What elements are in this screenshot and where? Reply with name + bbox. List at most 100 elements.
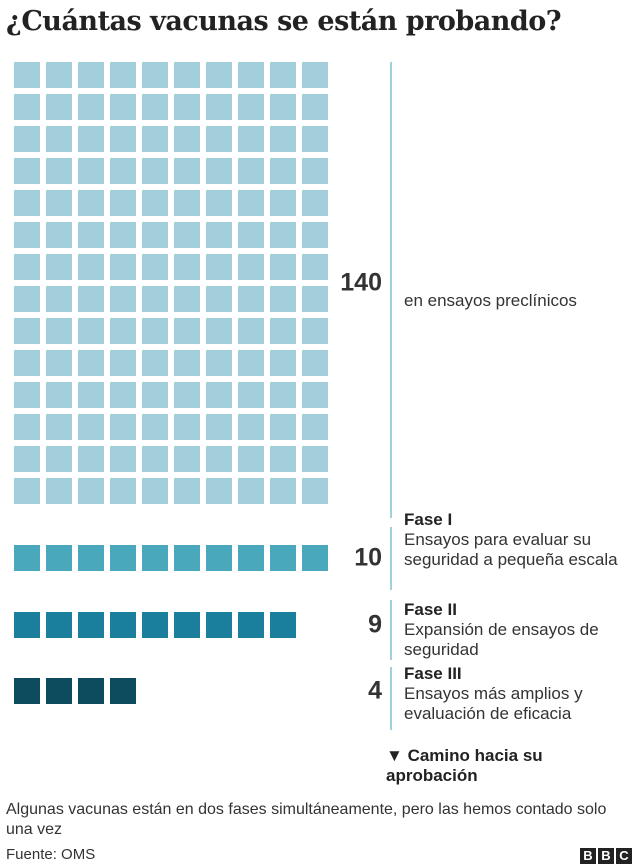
waffle-square [174, 446, 200, 472]
waffle-square [174, 126, 200, 152]
chart-title: ¿Cuántas vacunas se están probando? [6, 6, 562, 37]
waffle-square [110, 222, 136, 248]
waffle-square [238, 126, 264, 152]
waffle-square [302, 94, 328, 120]
waffle-square [142, 126, 168, 152]
waffle-square [78, 126, 104, 152]
waffle-square [302, 478, 328, 504]
waffle-square [270, 318, 296, 344]
waffle-square [46, 545, 72, 571]
waffle-square [174, 190, 200, 216]
waffle-square [14, 446, 40, 472]
waffle-square [270, 254, 296, 280]
waffle-square [78, 414, 104, 440]
waffle-square [206, 318, 232, 344]
waffle-square [14, 350, 40, 376]
group-value: 140 [340, 268, 382, 297]
waffle-square [110, 350, 136, 376]
waffle-square [302, 350, 328, 376]
note: Algunas vacunas están en dos fases simul… [6, 801, 607, 838]
group-label: Fase III Ensayos más amplios y evaluación… [404, 664, 629, 724]
group-bracket [390, 527, 392, 590]
waffle-square [78, 190, 104, 216]
group-label: Fase II Expansión de ensayos de seguridad [404, 600, 629, 660]
waffle-square [302, 545, 328, 571]
waffle-square [110, 126, 136, 152]
waffle-square [14, 478, 40, 504]
waffle-square [206, 545, 232, 571]
waffle-square [110, 158, 136, 184]
waffle-square [174, 612, 200, 638]
group-label: Fase I Ensayos para evaluar su seguridad … [404, 510, 629, 570]
waffle-square [110, 446, 136, 472]
waffle-square [270, 286, 296, 312]
waffle-square [142, 94, 168, 120]
waffle-square [78, 678, 104, 704]
waffle-square [238, 350, 264, 376]
waffle-square [46, 612, 72, 638]
waffle-square [174, 222, 200, 248]
waffle-square [78, 158, 104, 184]
waffle-square [270, 126, 296, 152]
waffle-square [270, 478, 296, 504]
waffle-square [302, 222, 328, 248]
waffle-square [110, 478, 136, 504]
waffle-square [302, 126, 328, 152]
waffle-square [110, 94, 136, 120]
source: Fuente: OMS [6, 846, 96, 863]
waffle-square [270, 94, 296, 120]
waffle-square [14, 318, 40, 344]
waffle-square [14, 414, 40, 440]
waffle-square [46, 350, 72, 376]
waffle-square [110, 678, 136, 704]
waffle-square [302, 190, 328, 216]
waffle-square [110, 318, 136, 344]
arrow-text: Camino hacia su aprobación [386, 746, 543, 785]
waffle-square [206, 158, 232, 184]
waffle-square [46, 254, 72, 280]
waffle-square [238, 158, 264, 184]
group-description: en ensayos preclínicos [404, 291, 577, 310]
waffle-square [110, 62, 136, 88]
waffle-square [206, 254, 232, 280]
waffle-square [78, 318, 104, 344]
waffle-square [270, 414, 296, 440]
waffle-square [174, 62, 200, 88]
waffle-square [206, 94, 232, 120]
group-description: Ensayos para evaluar su seguridad a pequ… [404, 530, 618, 569]
group-value: 9 [368, 610, 382, 639]
waffle-square [142, 446, 168, 472]
waffle-square [14, 94, 40, 120]
waffle-square [238, 254, 264, 280]
waffle-square [206, 222, 232, 248]
waffle-square [206, 478, 232, 504]
waffle-square [270, 62, 296, 88]
waffle-square [270, 612, 296, 638]
waffle-square [174, 478, 200, 504]
waffle-square [174, 350, 200, 376]
waffle-square [302, 158, 328, 184]
waffle-square [78, 94, 104, 120]
waffle-square [174, 545, 200, 571]
logo-letter: B [598, 848, 614, 864]
waffle-square [206, 414, 232, 440]
waffle-square [206, 350, 232, 376]
waffle-square [238, 190, 264, 216]
waffle-square [270, 382, 296, 408]
waffle-square [14, 126, 40, 152]
group-description: Expansión de ensayos de seguridad [404, 620, 599, 659]
waffle-square [14, 222, 40, 248]
waffle-square [270, 545, 296, 571]
waffle-square [46, 222, 72, 248]
waffle-square [110, 254, 136, 280]
waffle-square [238, 62, 264, 88]
waffle-square [270, 222, 296, 248]
waffle-square [78, 478, 104, 504]
waffle-square [302, 286, 328, 312]
group-name: Fase I [404, 510, 453, 529]
waffle-square [110, 414, 136, 440]
waffle-square [238, 446, 264, 472]
waffle-square [238, 414, 264, 440]
waffle-square [142, 222, 168, 248]
waffle-square [206, 612, 232, 638]
